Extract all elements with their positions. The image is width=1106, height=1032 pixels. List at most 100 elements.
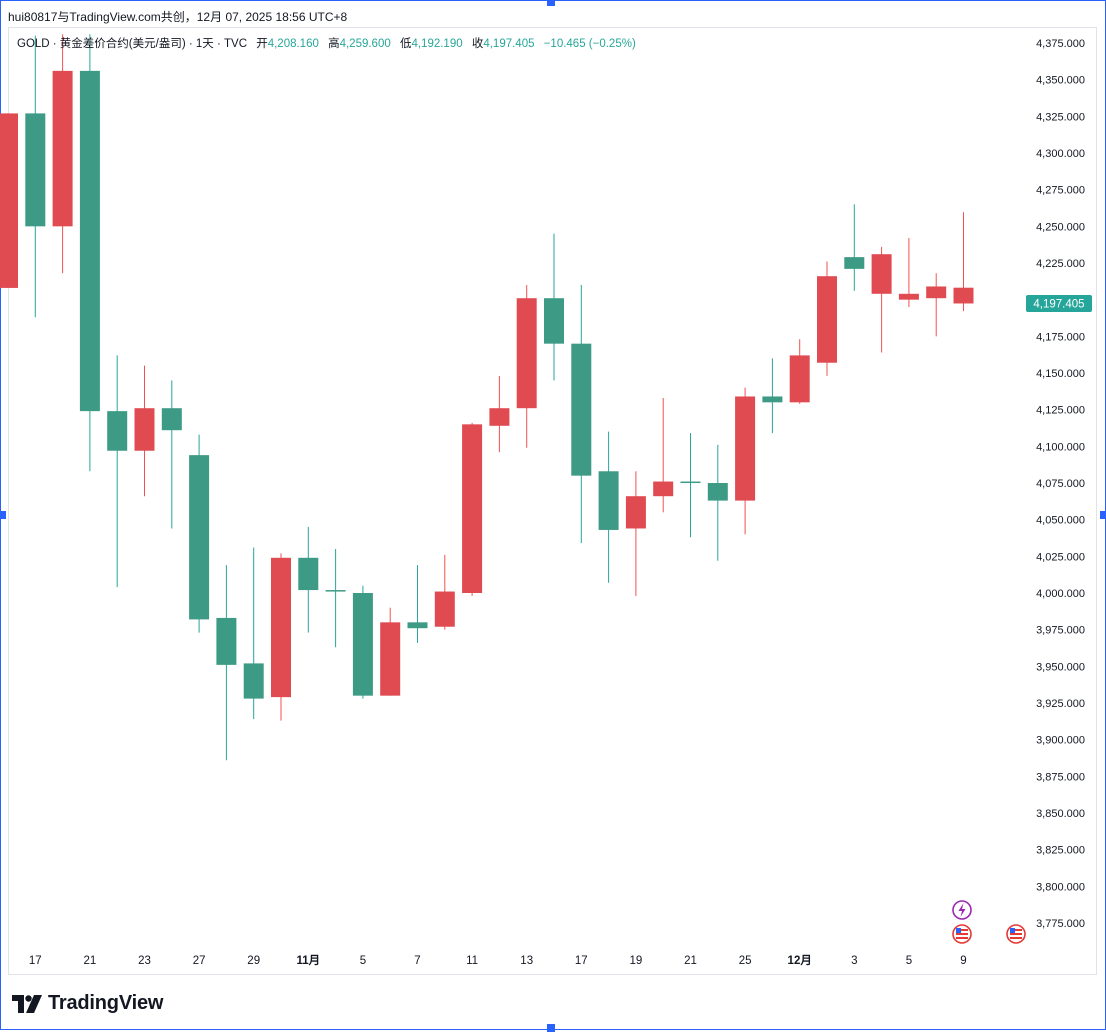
time-axis: 17 21 23 27 29 11月 5 7 11 13 17 19 21 25 12月 3 5 9: [29, 954, 967, 967]
candle-body: [352, 593, 373, 696]
price-tick-label: 3,950.000: [1036, 661, 1085, 673]
candle-up[interactable]: [216, 565, 237, 761]
candle-down[interactable]: [434, 554, 455, 630]
candle-down[interactable]: [625, 471, 646, 596]
candle-body: [489, 408, 510, 426]
candle-up[interactable]: [161, 380, 182, 529]
candle-up[interactable]: [544, 233, 564, 381]
candle-down[interactable]: [462, 422, 483, 596]
time-tick-label: 12月: [788, 954, 812, 967]
time-tick-label: 7: [414, 955, 420, 967]
candle-body: [216, 617, 237, 665]
candle-body: [953, 287, 974, 304]
candle-body: [926, 286, 947, 299]
lightning-icon[interactable]: [952, 900, 972, 920]
low-value: 4,192.190: [411, 38, 463, 50]
candles-layer: [0, 34, 974, 761]
candle-body: [871, 254, 892, 294]
candle-up[interactable]: [79, 34, 100, 472]
candle-down[interactable]: [871, 246, 892, 353]
candle-body: [789, 355, 810, 403]
price-tick-label: 3,875.000: [1036, 771, 1085, 783]
resize-handle-left[interactable]: [0, 511, 6, 519]
candle-down[interactable]: [653, 397, 674, 513]
candle-down[interactable]: [489, 375, 510, 453]
time-tick-label: 27: [193, 955, 206, 967]
close-label: 收: [471, 38, 484, 50]
candle-down[interactable]: [789, 339, 810, 404]
candle-up[interactable]: [325, 549, 346, 648]
last-price-label: 4,197.405: [1033, 298, 1084, 310]
candle-body: [653, 481, 674, 497]
time-tick-label: 21: [84, 955, 97, 967]
candle-body: [462, 424, 483, 593]
candle-up[interactable]: [762, 358, 783, 434]
candle-down[interactable]: [271, 553, 291, 721]
candle-down[interactable]: [0, 113, 18, 288]
price-tick-label: 4,225.000: [1036, 258, 1085, 270]
time-tick-label: 5: [906, 955, 912, 967]
price-tick-label: 3,925.000: [1036, 698, 1085, 710]
open-value: 4,208.160: [267, 38, 319, 50]
candle-up[interactable]: [571, 285, 592, 544]
candle-down[interactable]: [817, 261, 837, 376]
candle-up[interactable]: [680, 433, 701, 538]
candle-up[interactable]: [243, 547, 264, 720]
us-flag-icon[interactable]: [952, 924, 972, 944]
candle-down[interactable]: [926, 273, 947, 337]
candle-down[interactable]: [516, 285, 537, 448]
candle-up[interactable]: [598, 431, 619, 583]
candle-body: [735, 396, 756, 501]
price-tick-label: 4,125.000: [1036, 405, 1085, 417]
resize-handle-top[interactable]: [547, 0, 555, 6]
us-flag-icon[interactable]: [1006, 924, 1026, 944]
time-tick-label: 17: [29, 955, 42, 967]
price-tick-label: 4,100.000: [1036, 441, 1085, 453]
ohlc-legend: GOLD · 黄金差价合约(美元/盎司) · 1天 · TVC 开4,208.1…: [17, 35, 636, 51]
event-markers: [952, 900, 1026, 944]
open-label: 开: [256, 38, 268, 50]
price-tick-label: 4,150.000: [1036, 368, 1085, 380]
candle-down[interactable]: [953, 212, 974, 312]
candle-body: [298, 557, 319, 591]
candle-up[interactable]: [189, 434, 210, 633]
symbol-title[interactable]: GOLD · 黄金差价合约(美元/盎司) · 1天 · TVC: [17, 38, 247, 50]
candle-body: [434, 591, 455, 627]
price-tick-label: 4,250.000: [1036, 221, 1085, 233]
candle-down[interactable]: [735, 387, 756, 535]
candle-down[interactable]: [380, 607, 401, 696]
candle-up[interactable]: [707, 444, 728, 561]
candle-up[interactable]: [107, 355, 128, 588]
logo-text: TradingView: [48, 992, 164, 1014]
time-tick-label: 19: [630, 955, 643, 967]
price-tick-label: 4,300.000: [1036, 148, 1085, 160]
price-tick-label: 3,975.000: [1036, 625, 1085, 637]
tradingview-logo-icon: [12, 994, 42, 1013]
candle-up[interactable]: [25, 35, 46, 318]
price-tick-label: 4,050.000: [1036, 515, 1085, 527]
candle-down[interactable]: [134, 365, 155, 497]
resize-handle-right[interactable]: [1100, 511, 1106, 519]
resize-handle-bottom[interactable]: [547, 1024, 555, 1032]
candle-body: [898, 293, 919, 300]
candle-body: [571, 343, 592, 476]
candle-body: [189, 455, 210, 620]
price-tick-label: 3,825.000: [1036, 845, 1085, 857]
candle-up[interactable]: [407, 565, 428, 643]
candle-body: [25, 113, 46, 227]
candle-up[interactable]: [844, 204, 865, 291]
candle-up[interactable]: [298, 527, 319, 633]
price-tick-label: 3,800.000: [1036, 881, 1085, 893]
candle-body: [844, 257, 865, 269]
candle-down[interactable]: [898, 238, 919, 307]
candle-down[interactable]: [52, 34, 73, 274]
snapshot-header: hui80817与TradingView.com共创，12月 07, 2025 …: [8, 10, 348, 24]
chart-area[interactable]: [8, 27, 1097, 975]
tradingview-logo[interactable]: TradingView: [12, 992, 163, 1015]
price-tick-label: 4,000.000: [1036, 588, 1085, 600]
price-tick-label: 4,350.000: [1036, 75, 1085, 87]
candle-up[interactable]: [352, 585, 373, 699]
time-tick-label: 23: [138, 955, 151, 967]
candle-body: [271, 557, 291, 698]
